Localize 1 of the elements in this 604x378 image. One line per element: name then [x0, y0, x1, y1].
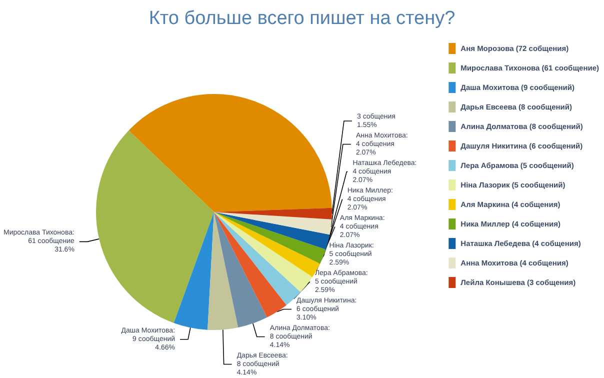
chart-title: Кто больше всего пишет на стену? — [148, 8, 456, 29]
